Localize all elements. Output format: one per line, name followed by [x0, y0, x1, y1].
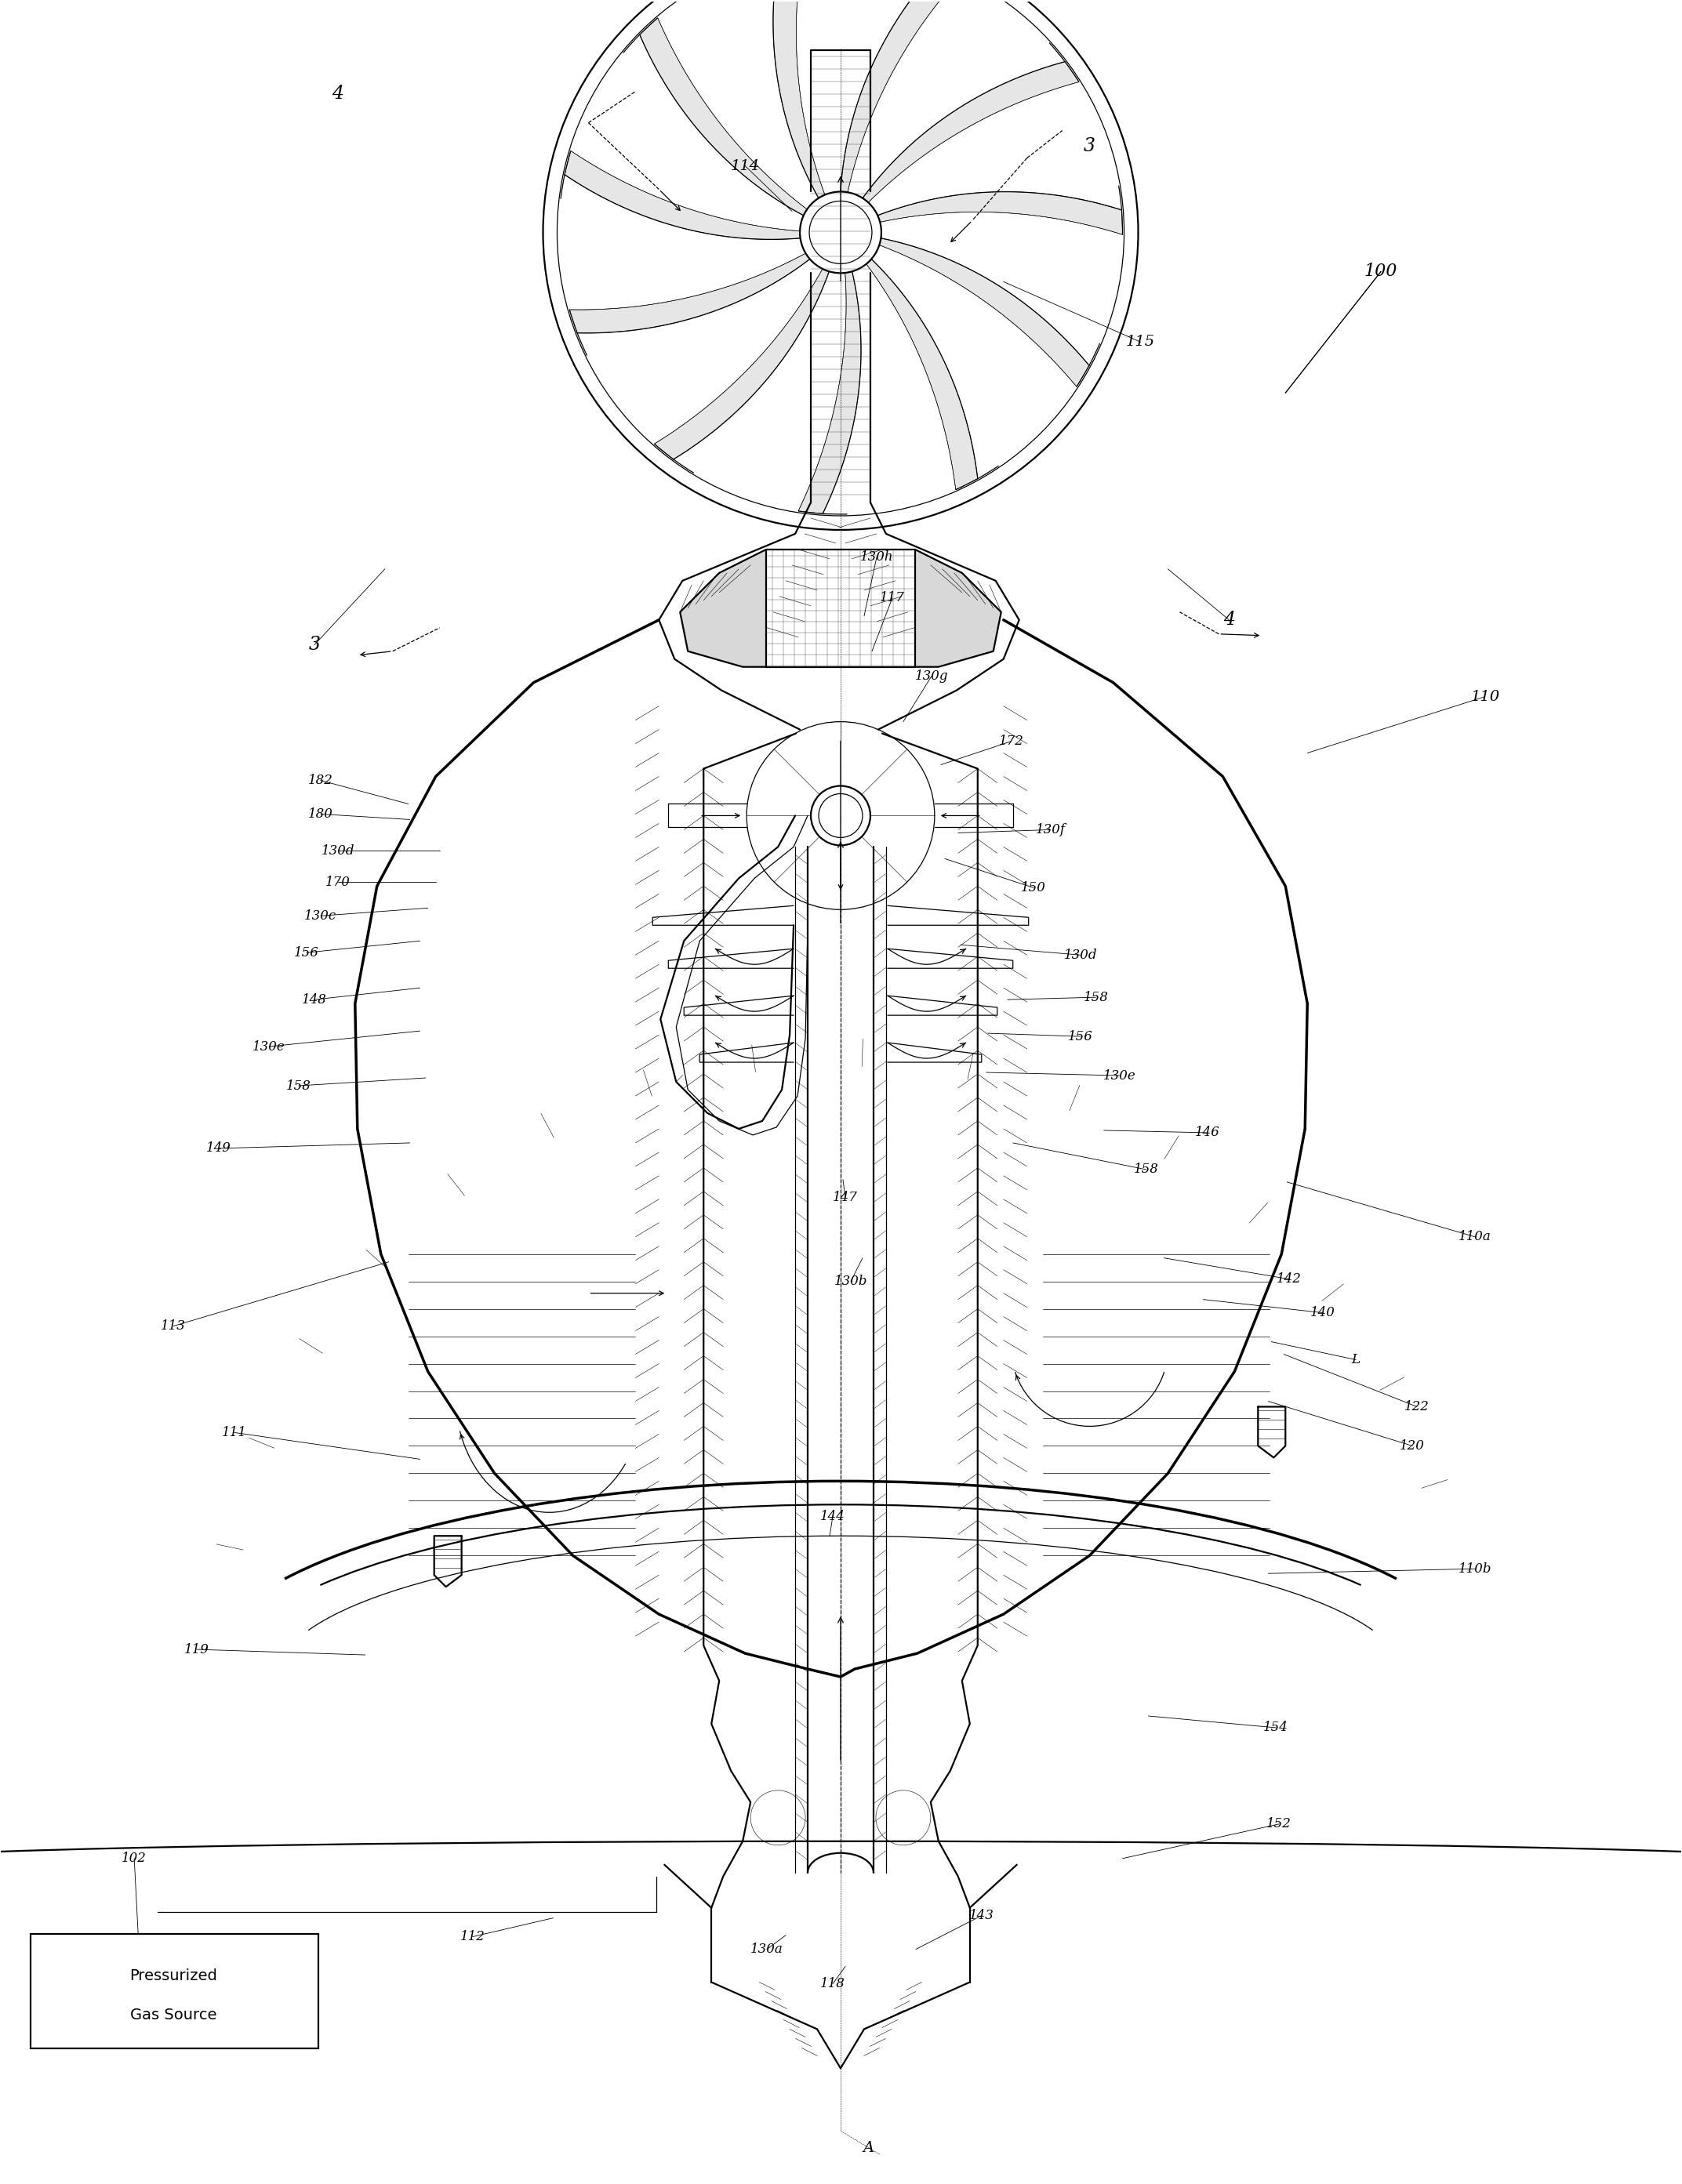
Text: 172: 172 [999, 734, 1024, 747]
Text: 130d: 130d [321, 845, 355, 858]
Text: 130d: 130d [1063, 948, 1097, 961]
Polygon shape [774, 0, 824, 199]
Text: 3: 3 [308, 636, 320, 653]
Text: 148: 148 [301, 994, 326, 1007]
Text: 120: 120 [1399, 1439, 1425, 1452]
Polygon shape [565, 151, 801, 240]
Polygon shape [841, 0, 960, 192]
Text: 130e: 130e [1103, 1068, 1135, 1083]
Bar [30, 1933, 318, 2049]
Text: 158: 158 [1083, 992, 1108, 1005]
Text: A: A [863, 2140, 875, 2156]
Text: 113: 113 [161, 1319, 187, 1332]
Text: 156: 156 [294, 946, 320, 959]
Text: 130g: 130g [915, 670, 949, 684]
Polygon shape [570, 253, 809, 332]
Text: 144: 144 [821, 1509, 846, 1522]
Polygon shape [880, 238, 1090, 387]
Text: 119: 119 [185, 1642, 209, 1655]
Polygon shape [639, 17, 807, 216]
Text: 130e: 130e [252, 1040, 286, 1053]
Text: 118: 118 [821, 1977, 846, 1990]
Text: 154: 154 [1263, 1721, 1288, 1734]
Text: 146: 146 [1194, 1127, 1219, 1140]
Text: 150: 150 [1021, 880, 1046, 893]
Text: 4: 4 [1223, 612, 1235, 629]
Text: 117: 117 [880, 592, 905, 605]
Polygon shape [680, 550, 767, 666]
Text: 4: 4 [331, 85, 343, 103]
Text: 147: 147 [833, 1190, 858, 1203]
Text: 180: 180 [308, 808, 333, 821]
Text: 149: 149 [207, 1142, 232, 1155]
Text: Gas Source: Gas Source [130, 2007, 217, 2022]
Polygon shape [866, 260, 977, 489]
Text: 140: 140 [1310, 1306, 1336, 1319]
Text: 100: 100 [1364, 262, 1398, 280]
Polygon shape [799, 271, 861, 513]
Text: 111: 111 [222, 1426, 247, 1439]
Polygon shape [654, 269, 829, 459]
Polygon shape [915, 550, 1001, 666]
Text: 114: 114 [730, 159, 760, 173]
Text: 115: 115 [1125, 334, 1156, 349]
Text: L: L [1352, 1354, 1361, 1367]
Text: 158: 158 [286, 1079, 311, 1092]
Text: 142: 142 [1277, 1273, 1302, 1286]
Text: 3: 3 [1083, 138, 1095, 155]
Text: 110b: 110b [1458, 1562, 1492, 1575]
Text: 112: 112 [461, 1931, 484, 1944]
Text: 156: 156 [1068, 1029, 1093, 1044]
Text: 158: 158 [1134, 1162, 1159, 1177]
Text: 122: 122 [1404, 1400, 1430, 1413]
Polygon shape [863, 61, 1078, 203]
Polygon shape [878, 192, 1122, 234]
Text: 130c: 130c [304, 909, 336, 922]
Text: 130h: 130h [860, 550, 893, 563]
Text: 130f: 130f [1036, 823, 1065, 836]
Text: 143: 143 [969, 1909, 994, 1922]
Text: 130b: 130b [834, 1275, 868, 1289]
Text: 170: 170 [325, 876, 350, 889]
Text: 102: 102 [121, 1852, 146, 1865]
Text: 110: 110 [1470, 690, 1500, 703]
Text: 182: 182 [308, 773, 333, 786]
Text: 152: 152 [1267, 1817, 1292, 1830]
Text: Pressurized: Pressurized [130, 1968, 217, 1983]
Text: 110a: 110a [1458, 1230, 1492, 1243]
Text: 130a: 130a [750, 1942, 784, 1957]
